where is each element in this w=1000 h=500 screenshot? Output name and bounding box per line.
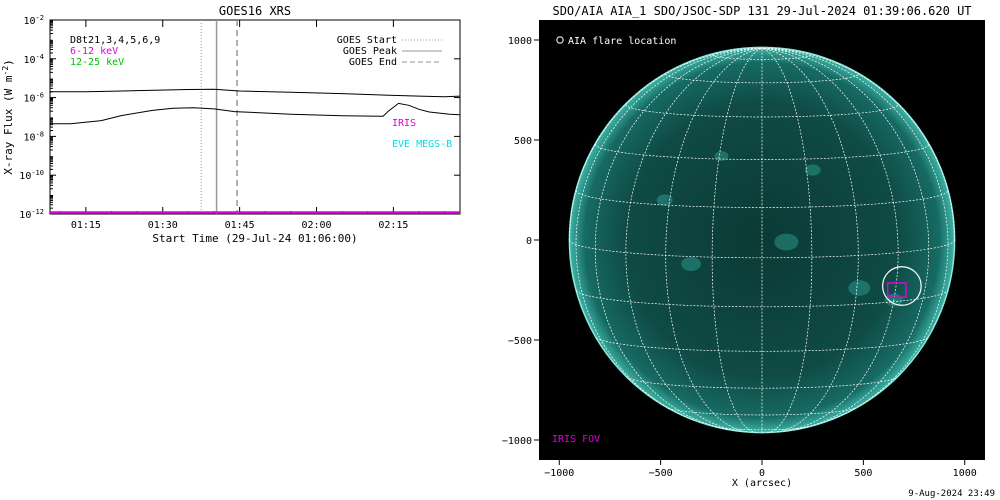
legend-goes-peak: GOES Peak (343, 46, 397, 57)
goes-ytick-label-0: 10-12 (19, 208, 44, 221)
aia-xtick-label-4: 1000 (953, 468, 977, 479)
longitude-line (761, 47, 949, 422)
goes-xtick-label-2: 01:45 (225, 220, 255, 231)
goes-ytick-label-2: 10-8 (24, 130, 44, 143)
aia-panel: SDO/AIA AIA_1 SDO/JSOC-SDP 131 29-Jul-20… (502, 4, 985, 489)
active-region (804, 164, 821, 176)
goes-ytick-label-4: 10-4 (24, 53, 44, 66)
goes-plot-frame (49, 19, 461, 215)
aia-x-axis: −1000 −500 0 500 1000 (544, 460, 977, 479)
legend-left-2: 12-25 keV (70, 57, 124, 68)
longitude-line (761, 47, 899, 432)
longitude-line (625, 47, 763, 432)
aia-xlabel: X (arcsec) (732, 478, 792, 489)
goes-xrs-panel: GOES16 XRS 10-12 10-10 10-8 10-6 10-4 10-2 01… (1, 4, 461, 245)
flare-location-circle (882, 266, 922, 306)
longitude-line (575, 47, 763, 422)
goes-series-1 (50, 102, 460, 125)
goes-xlabel: Start Time (29-Jul-24 01:06:00) (152, 232, 357, 245)
iris-fov-label: IRIS FOV (552, 434, 600, 445)
longitude-line (594, 47, 763, 430)
aia-ytick-label-4: 1000 (508, 36, 532, 47)
latitude-line (575, 190, 949, 208)
aia-y-axis: −1000 −500 0 500 1000 (502, 36, 539, 447)
iris-fov-box (886, 282, 907, 298)
goes-legend-left: D8t21,3,4,5,6,9 6-12 keV 12-25 keV (70, 35, 160, 68)
goes-series-0 (50, 88, 460, 98)
active-region (848, 280, 871, 296)
goes-ytick-label-1: 10-10 (19, 169, 44, 182)
goes-xtick-label-1: 01:30 (148, 220, 178, 231)
active-region (681, 257, 702, 271)
flare-legend-marker (556, 36, 564, 44)
aia-ytick-label-3: 500 (514, 136, 532, 147)
longitude-line (761, 47, 930, 430)
goes-ytick-label-3: 10-6 (24, 92, 44, 105)
longitude-line (665, 47, 763, 433)
latitude-line (575, 290, 949, 308)
goes-xtick-label-0: 01:15 (71, 220, 101, 231)
goes-legend-right: GOES Start GOES Peak GOES End (337, 35, 442, 68)
goes-event-lines (200, 20, 238, 214)
active-region (656, 194, 673, 206)
heliographic-grid (569, 47, 955, 433)
goes-title: GOES16 XRS (219, 4, 291, 18)
goes-xtick-label-4: 02:15 (378, 220, 408, 231)
aia-title: SDO/AIA AIA_1 SDO/JSOC-SDP 131 29-Jul-20… (552, 4, 971, 18)
aia-xtick-label-1: −500 (649, 468, 673, 479)
aia-xtick-label-2: 0 (759, 468, 765, 479)
flare-legend-label: AIA flare location (568, 36, 676, 47)
legend-left-1: 6-12 keV (70, 46, 118, 57)
active-region (714, 151, 729, 161)
legend-goes-start: GOES Start (337, 35, 397, 46)
aia-xtick-label-0: −1000 (544, 468, 574, 479)
legend-left-0: D8t21,3,4,5,6,9 (70, 35, 160, 46)
latitude-line (626, 376, 898, 389)
longitude-line (761, 47, 813, 433)
longitude-line (711, 47, 763, 433)
aia-ytick-label-2: 0 (526, 236, 532, 247)
goes-series (50, 88, 460, 214)
active-region (774, 233, 799, 251)
footer-date: 9-Aug-2024 23:49 (908, 489, 995, 499)
longitude-line (761, 47, 955, 241)
goes-ylabel: X-ray Flux (W m-2) (1, 59, 15, 175)
legend-goes-end: GOES End (349, 57, 397, 68)
aia-ytick-label-1: −500 (508, 336, 532, 347)
goes-ytick-label-5: 10-2 (24, 14, 44, 27)
iris-label: IRIS (392, 118, 416, 129)
goes-xtick-label-3: 02:00 (301, 220, 331, 231)
eve-megs-label: EVE MEGS-B (392, 139, 452, 150)
longitude-line (761, 47, 859, 433)
aia-xtick-label-3: 500 (854, 468, 872, 479)
goes-y-axis: 10-12 10-10 10-8 10-6 10-4 10-2 (19, 14, 460, 221)
aia-overlays (882, 266, 922, 306)
latitude-line (595, 337, 929, 352)
aia-ytick-label-0: −1000 (502, 436, 532, 447)
longitude-line (569, 47, 763, 241)
